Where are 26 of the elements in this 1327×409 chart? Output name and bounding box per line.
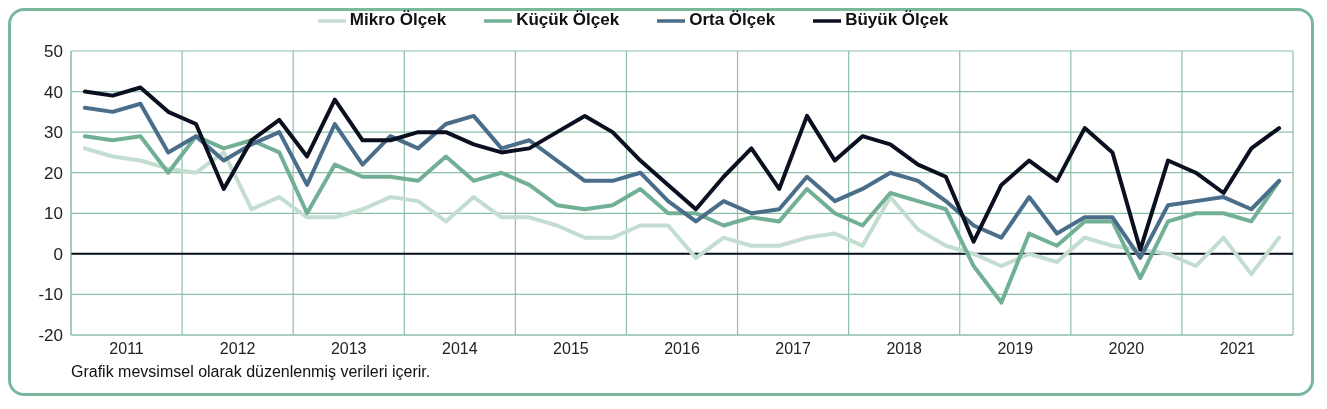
x-tick-label: 2018 (886, 340, 923, 358)
legend-label: Orta Ölçek (689, 10, 776, 30)
x-tick-label: 2020 (1108, 340, 1145, 358)
legend-label: Mikro Ölçek (349, 10, 447, 30)
x-tick-label: 2015 (553, 340, 589, 358)
text: Grafik mevsimsel olarak düzenlenmiş verileri içerir. (71, 363, 431, 381)
line-series (82, 146, 1282, 277)
y-tick-label: 30 (44, 123, 63, 143)
y-tick-label: 20 (44, 163, 63, 183)
y-tick-label: 10 (44, 204, 63, 224)
line-series (82, 134, 1282, 305)
x-tick-label: 2021 (1219, 340, 1256, 358)
x-tick-label: 2013 (330, 340, 367, 358)
y-tick-label: 0 (53, 244, 63, 264)
legend-label: Küçük Ölçek (516, 10, 620, 30)
x-tick-label: 2016 (664, 340, 700, 358)
y-tick-label: 40 (44, 82, 63, 102)
y-tick-label: 50 (44, 42, 63, 62)
x-tick-label: 2012 (219, 340, 256, 358)
y-tick-label: -10 (38, 285, 63, 305)
legend-label: Büyük Ölçek (845, 10, 949, 30)
x-tick-label: 2017 (775, 340, 811, 358)
y-tick-label: -20 (38, 326, 63, 346)
x-tick-label: 2014 (442, 340, 478, 358)
x-tick-label: 2019 (997, 340, 1034, 358)
x-tick-label: 2011 (109, 340, 144, 358)
